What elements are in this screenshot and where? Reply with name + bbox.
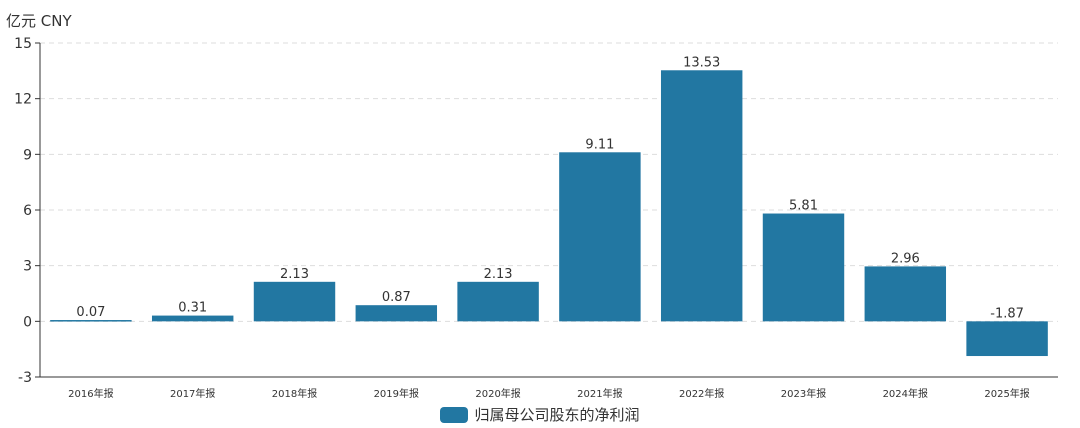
y-tick-label: 0: [23, 314, 32, 330]
data-label: 13.53: [683, 55, 720, 70]
x-tick-label: 2025年报: [984, 387, 1029, 400]
x-tick-label: 2024年报: [883, 387, 928, 400]
x-tick-label: 2021年报: [577, 387, 622, 400]
y-axis-unit-label: 亿元 CNY: [6, 12, 72, 30]
bar: [457, 281, 539, 322]
y-tick-label: 9: [23, 147, 32, 163]
data-label: 9.11: [585, 137, 614, 152]
bar: [355, 305, 438, 322]
x-tick-label: 2018年报: [272, 387, 317, 400]
legend-label: 归属母公司股东的净利润: [474, 406, 640, 424]
bar: [559, 152, 641, 322]
x-tick-label: 2022年报: [679, 387, 724, 400]
y-tick-label: 12: [14, 92, 32, 108]
data-label: 5.81: [789, 199, 818, 214]
y-tick-label: 3: [23, 259, 32, 275]
bar: [762, 213, 845, 322]
data-label: 0.31: [178, 301, 207, 316]
bar: [151, 315, 234, 322]
y-tick-label: 15: [14, 36, 32, 52]
x-tick-label: 2020年报: [475, 387, 520, 400]
legend[interactable]: 归属母公司股东的净利润: [0, 404, 1080, 425]
x-tick-label: 2016年报: [68, 387, 113, 400]
x-tick-label: 2017年报: [170, 387, 215, 400]
x-tick-label: 2023年报: [781, 387, 826, 400]
data-label: 2.13: [484, 267, 513, 282]
bar: [50, 320, 132, 322]
data-label: -1.87: [990, 306, 1024, 321]
data-label: 2.13: [280, 267, 309, 282]
bar: [966, 321, 1048, 357]
data-label: 0.07: [76, 305, 105, 320]
y-tick-label: 6: [23, 203, 32, 219]
bar-chart: -3 0 3 6 9 12 15 0.07 2016年报 0.31 2017年报 2.13 2018年报…: [14, 36, 1058, 400]
bar: [253, 281, 336, 322]
legend-swatch: [440, 407, 469, 423]
bar: [864, 266, 947, 322]
data-label: 2.96: [891, 251, 920, 266]
x-tick-label: 2019年报: [374, 387, 419, 400]
bar: [660, 70, 743, 322]
y-tick-label: -3: [18, 370, 32, 386]
data-label: 0.87: [382, 290, 411, 305]
